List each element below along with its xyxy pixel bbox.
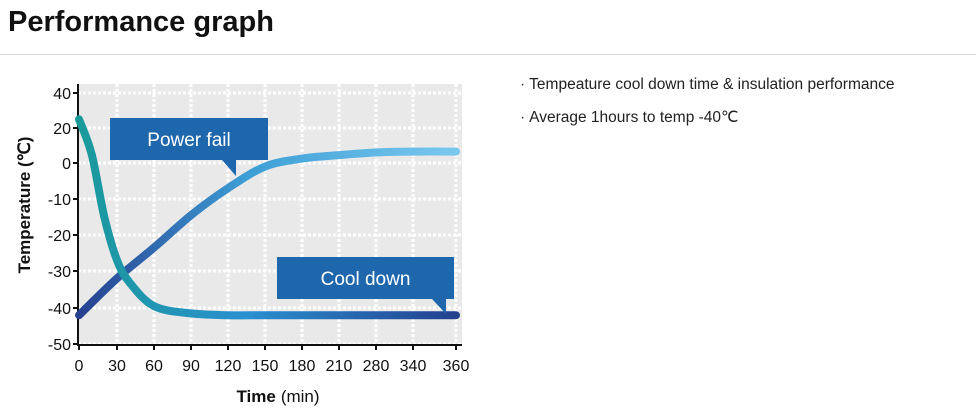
x-axis-label-unit: (min): [281, 387, 320, 406]
x-tick-label: 150: [252, 358, 279, 375]
series-line-cool-down: [75, 147, 460, 320]
x-tick-label: 210: [326, 358, 353, 375]
x-axis-label-title: Time: [236, 387, 275, 406]
series-label: Cool down: [321, 269, 411, 290]
y-tick-label: -10: [48, 192, 71, 209]
callout-power-fail: Power fail: [110, 118, 268, 176]
callout-pointer: [432, 299, 446, 314]
page-title: Performance graph: [8, 6, 274, 38]
title-divider: [0, 54, 976, 55]
note-text: Tempeature cool down time & insulation p…: [529, 76, 895, 93]
x-axis-label: Time (min): [236, 387, 319, 406]
x-tick-label: 60: [145, 358, 163, 375]
x-tick-label: 360: [443, 358, 470, 375]
x-tick-label: 120: [215, 358, 242, 375]
callout-box: [277, 257, 454, 299]
callout-box: [110, 118, 268, 160]
series-label: Power fail: [147, 130, 230, 151]
series-lines: [75, 115, 460, 320]
y-axis-label: Temperature (℃): [15, 137, 34, 274]
callout-cool-down: Cool down: [277, 257, 454, 314]
y-tick-label: -40: [48, 301, 71, 318]
x-tick-label: 280: [363, 358, 390, 375]
x-tick-label: 340: [400, 358, 427, 375]
note-text: Average 1hours to temp -40℃: [529, 109, 739, 126]
x-tick-label: 90: [182, 358, 200, 375]
y-tick-label: 40: [53, 86, 71, 103]
notes-list: · Tempeature cool down time & insulation …: [520, 76, 894, 141]
callout-pointer: [222, 160, 236, 176]
series-callouts: Power fail Cool down: [110, 118, 454, 314]
note-item: · Tempeature cool down time & insulation …: [520, 76, 895, 93]
note-item: · Average 1hours to temp -40℃: [520, 109, 739, 126]
y-tick-label: -50: [48, 337, 71, 354]
series-line-power-fail: [75, 115, 460, 320]
x-tick-label: 0: [75, 358, 84, 375]
y-tick-label: 20: [53, 121, 71, 138]
y-tick-label: -30: [48, 264, 71, 281]
x-tick-label: 30: [108, 358, 126, 375]
y-tick-label: -20: [48, 228, 71, 245]
y-tick-label: 0: [62, 156, 71, 173]
x-tick-label: 180: [289, 358, 316, 375]
